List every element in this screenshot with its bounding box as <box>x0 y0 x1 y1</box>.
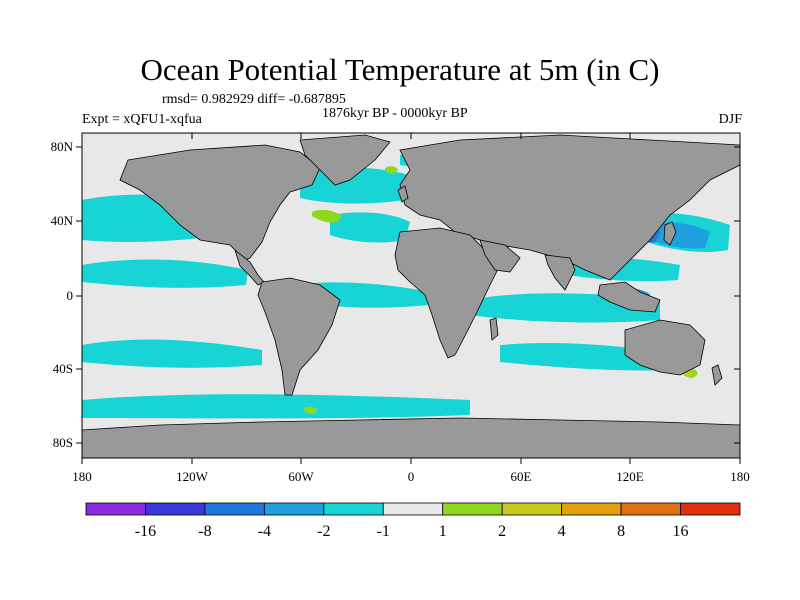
land-new-zealand <box>711 364 723 386</box>
lon-tick-label: 180 <box>730 469 750 484</box>
land-north-america <box>119 144 321 263</box>
colorbar-swatch <box>442 502 503 516</box>
land-uk <box>397 185 409 203</box>
land-madagascar <box>489 317 499 341</box>
map-field <box>82 133 740 458</box>
land-africa <box>394 227 501 359</box>
colorbar-swatch <box>620 502 681 516</box>
land-antarctica <box>82 417 740 458</box>
experiment-label: Expt = xQFU1-xqfua <box>82 112 202 127</box>
colorbar-label: 4 <box>558 523 566 540</box>
land-southeast-asia-islands <box>597 281 661 313</box>
colorbar-label: 2 <box>498 523 506 540</box>
colorbar: -16 -8 -4 -2 -1 1 2 4 8 16 <box>85 502 741 540</box>
lat-axis: 80N 40N 0 40S 80S <box>51 139 740 450</box>
colorbar-label: 8 <box>617 523 625 540</box>
lat-tick-label: 0 <box>67 288 74 303</box>
land-masses <box>82 134 740 458</box>
colorbar-swatch <box>204 502 265 516</box>
colorbar-swatch <box>680 502 741 516</box>
lat-tick-label: 80S <box>53 435 73 450</box>
land-india <box>544 254 576 291</box>
lon-tick-label: 0 <box>408 469 415 484</box>
land-japan <box>663 221 677 246</box>
colorbar-label: -2 <box>317 523 330 540</box>
colorbar-label: -1 <box>377 523 390 540</box>
lon-tick-label: 180 <box>72 469 92 484</box>
colorbar-swatch <box>501 502 563 516</box>
colorbar-label: 1 <box>439 523 447 540</box>
colorbar-label: -4 <box>258 523 271 540</box>
stats-text: rmsd= 0.982929 diff= -0.687895 <box>162 92 346 107</box>
lat-tick-label: 40S <box>53 361 73 376</box>
colorbar-swatch <box>85 502 146 516</box>
colorbar-swatch <box>145 502 206 516</box>
period-text: 1876kyr BP - 0000kyr BP <box>322 106 468 121</box>
colorbar-swatch <box>323 502 384 516</box>
land-south-america <box>257 277 341 396</box>
chart-title: Ocean Potential Temperature at 5m (in C) <box>140 52 660 87</box>
land-arabia <box>479 239 521 273</box>
colorbar-label: -16 <box>135 523 156 540</box>
colorbar-label: 16 <box>673 523 689 540</box>
colorbar-swatch <box>263 502 325 516</box>
land-central-america <box>234 248 265 286</box>
colorbar-swatch <box>382 502 444 516</box>
land-eurasia <box>399 134 740 281</box>
lat-tick-label: 40N <box>51 213 74 228</box>
lon-tick-label: 60W <box>288 469 314 484</box>
lon-tick-label: 120E <box>616 469 644 484</box>
land-greenland <box>299 134 391 186</box>
lon-tick-label: 60E <box>511 469 532 484</box>
season-label: DJF <box>718 112 742 127</box>
lon-tick-label: 120W <box>176 469 209 484</box>
lon-axis: 180 120W 60W 0 60E 120E 180 <box>72 133 750 484</box>
colorbar-swatch <box>561 502 622 516</box>
colorbar-label: -8 <box>198 523 211 540</box>
lat-tick-label: 80N <box>51 139 74 154</box>
land-australia <box>624 319 706 376</box>
